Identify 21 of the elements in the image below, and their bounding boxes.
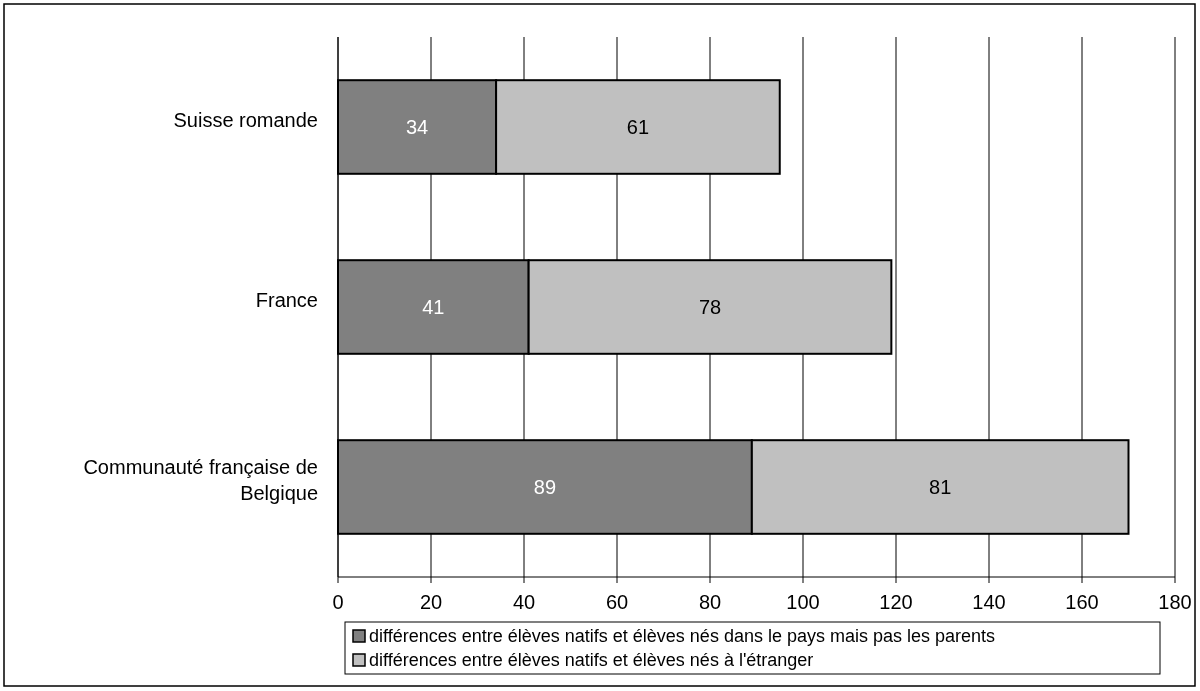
data-label: 78: [698, 296, 722, 318]
x-tick-label: 160: [1065, 591, 1099, 613]
x-tick-label: 180: [1158, 591, 1192, 613]
x-tick-label: 20: [419, 591, 443, 613]
data-label: 81: [929, 476, 952, 498]
x-tick-label: 140: [972, 591, 1006, 613]
y-tick-label: Communauté française de Belgique: [83, 456, 318, 504]
x-tick-label: 60: [605, 591, 629, 613]
data-label: 34: [405, 116, 429, 138]
data-label: 89: [533, 476, 557, 498]
legend-label: différences entre élèves natifs et élèves nés dans le pays mais pas les parents: [369, 626, 996, 647]
y-tick-label: Suisse romande: [173, 109, 318, 131]
x-tick-label: 120: [879, 591, 913, 613]
x-tick-label: 100: [786, 591, 820, 613]
data-label: 61: [626, 116, 650, 138]
x-tick-label: 80: [698, 591, 722, 613]
x-tick-label: 40: [512, 591, 536, 613]
x-tick-label: 0: [332, 591, 344, 613]
y-tick-label: France: [255, 289, 318, 311]
legend-label: différences entre élèves natifs et élèves nés à l'étranger: [369, 650, 814, 671]
data-label: 41: [422, 296, 445, 318]
